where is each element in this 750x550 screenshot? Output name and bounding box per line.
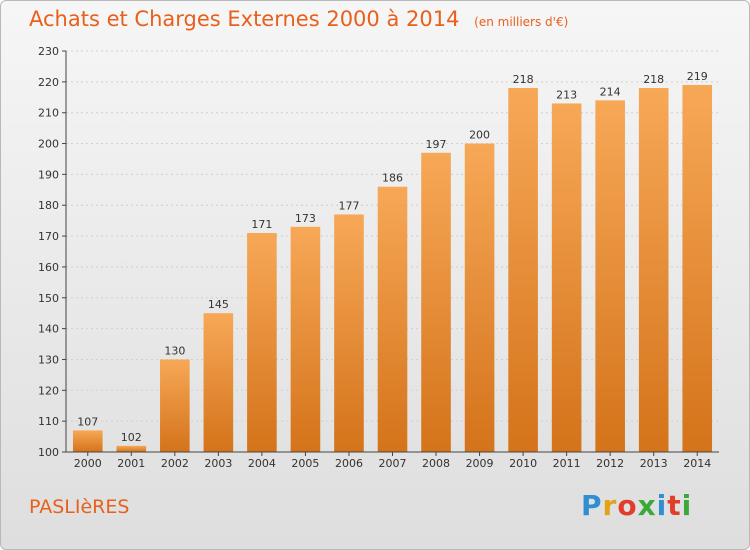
y-tick-label: 100 [38, 446, 59, 459]
bar [421, 152, 451, 453]
data-label: 200 [469, 129, 490, 142]
logo-letter: r [602, 489, 618, 522]
chart-title: Achats et Charges Externes 2000 à 2014 (… [29, 7, 568, 31]
bar [682, 84, 713, 452]
x-tick-label: 2008 [422, 457, 450, 470]
y-tick-label: 200 [38, 138, 59, 151]
bar [551, 103, 582, 452]
axes [62, 50, 719, 456]
bar [508, 88, 538, 452]
y-tick-label: 170 [38, 230, 59, 243]
data-label: 173 [295, 212, 316, 225]
data-label: 130 [164, 344, 185, 357]
x-tick-label: 2012 [596, 457, 624, 470]
data-label: 186 [382, 172, 403, 185]
y-tick-label: 160 [38, 261, 59, 274]
chart-title-text: Achats et Charges Externes 2000 à 2014 [29, 7, 460, 31]
y-tick-label: 110 [38, 415, 59, 428]
x-tick-label: 2014 [683, 457, 711, 470]
bar [595, 100, 625, 452]
commune-name: PASLIèRES [29, 496, 130, 518]
logo-letter: t [667, 489, 682, 522]
logo-letter: P [581, 489, 603, 522]
bar [290, 226, 321, 452]
logo-letter: i [681, 489, 693, 522]
y-tick-label: 120 [38, 384, 59, 397]
data-label: 219 [687, 70, 708, 83]
bar [116, 445, 147, 452]
bars [72, 84, 713, 453]
bar [72, 430, 103, 452]
chart-unit: (en milliers d'€) [474, 15, 569, 29]
proxiti-logo: Proxiti [581, 489, 692, 522]
y-tick-label: 230 [38, 45, 59, 58]
x-tick-label: 2010 [509, 457, 537, 470]
bar [203, 313, 234, 452]
data-label: 171 [251, 218, 272, 231]
data-label: 102 [121, 431, 142, 444]
data-label: 107 [77, 415, 98, 428]
logo-letter: i [656, 489, 668, 522]
x-tick-label: 2003 [204, 457, 232, 470]
x-tick-label: 2001 [117, 457, 145, 470]
data-label: 214 [600, 85, 621, 98]
bar [377, 186, 408, 452]
x-tick-label: 2013 [640, 457, 668, 470]
logo-letter: x [637, 489, 657, 522]
x-tick-label: 2011 [553, 457, 581, 470]
x-tick-label: 2006 [335, 457, 363, 470]
x-tick-label: 2005 [291, 457, 319, 470]
y-tick-label: 190 [38, 168, 59, 181]
x-tick-label: 2000 [74, 457, 102, 470]
data-label: 197 [426, 138, 447, 151]
bar [638, 88, 669, 452]
y-tick-label: 140 [38, 323, 59, 336]
bar [334, 214, 364, 452]
bar [160, 359, 190, 452]
bar [464, 143, 495, 453]
x-tick-label: 2002 [161, 457, 189, 470]
data-label: 145 [208, 298, 229, 311]
x-tick-label: 2007 [379, 457, 407, 470]
y-tick-label: 180 [38, 199, 59, 212]
data-label: 218 [513, 73, 534, 86]
y-tick-label: 150 [38, 292, 59, 305]
data-label: 177 [338, 199, 359, 212]
data-label: 218 [643, 73, 664, 86]
logo-letter: o [617, 489, 638, 522]
y-tick-label: 220 [38, 76, 59, 89]
x-tick-label: 2004 [248, 457, 276, 470]
y-tick-label: 210 [38, 107, 59, 120]
y-tick-label: 130 [38, 353, 59, 366]
x-tick-label: 2009 [466, 457, 494, 470]
bar [247, 232, 277, 452]
data-label: 213 [556, 88, 577, 101]
labels: 100 110 120 130 140 150 160 170 180 190 200 210 220 2… [38, 45, 711, 470]
